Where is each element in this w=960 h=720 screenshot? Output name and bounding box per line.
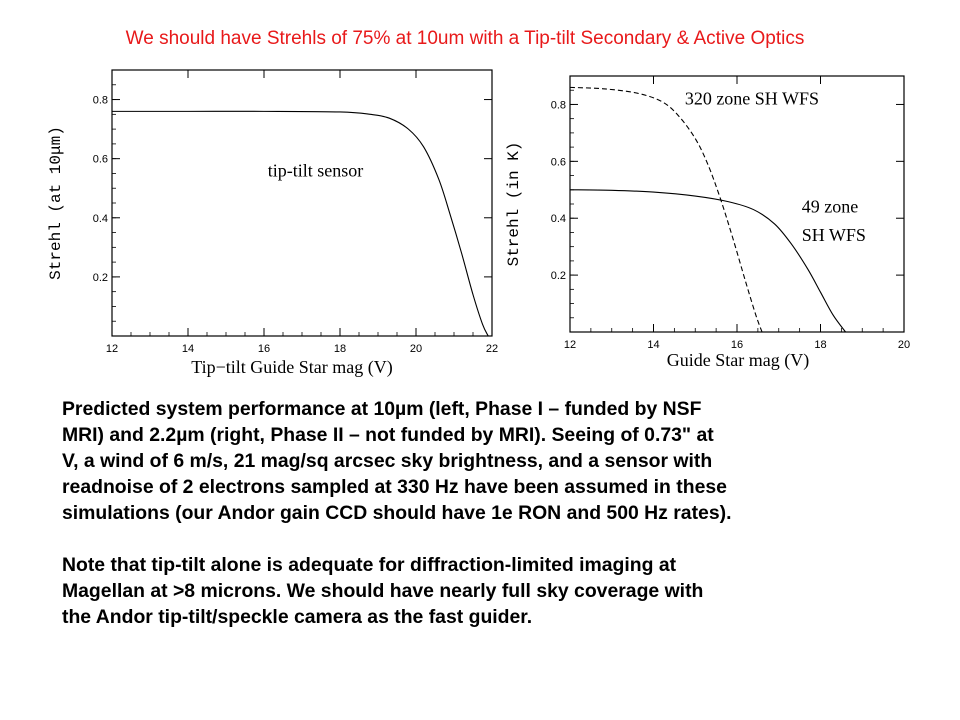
x-tick-label: 20 — [410, 343, 422, 355]
x-tick-label: 12 — [106, 343, 118, 355]
caption: Predicted system performance at 10µm (le… — [62, 396, 912, 630]
x-tick-label: 16 — [731, 339, 743, 351]
y-tick-label: 0.4 — [551, 213, 566, 225]
series-line-1 — [569, 189, 846, 333]
x-tick-label: 14 — [182, 343, 194, 355]
annotation: 320 zone SH WFS — [685, 88, 819, 108]
x-axis-label: Tip−tilt Guide Star mag (V) — [191, 357, 392, 378]
plot-frame — [111, 69, 493, 337]
y-tick-label: 0.6 — [93, 154, 108, 166]
y-tick-label: 0.4 — [93, 213, 108, 225]
x-tick-label: 14 — [647, 339, 659, 351]
y-tick-label: 0.8 — [551, 99, 566, 111]
caption-line: Predicted system performance at 10µm (le… — [62, 398, 702, 420]
series-line-0 — [569, 86, 763, 333]
caption-line: the Andor tip-tilt/speckle camera as the… — [62, 606, 533, 628]
y-tick-label: 0.6 — [551, 156, 566, 168]
y-tick-label: 0.8 — [93, 95, 108, 107]
annotation: tip-tilt sensor — [268, 160, 364, 180]
y-tick-label: 0.2 — [93, 272, 108, 284]
series-line-0 — [112, 110, 489, 337]
x-tick-label: 18 — [814, 339, 826, 351]
annotation: SH WFS — [802, 225, 866, 245]
strehl-k-chart: 12 14 16 18 20 0.2 0.4 0.6 0.8 320 zone SH WFS 49 … — [505, 75, 910, 371]
x-axis-label: Guide Star mag (V) — [667, 350, 809, 371]
y-axis-label: Strehl (at 10μm) — [47, 126, 65, 280]
x-tick-label: 18 — [334, 343, 346, 355]
x-tick-label: 12 — [564, 339, 576, 351]
caption-line: readnoise of 2 electrons sampled at 330 … — [62, 476, 727, 498]
annotation: 49 zone — [802, 197, 858, 217]
caption-line: Magellan at >8 microns. We should have n… — [62, 580, 704, 602]
y-tick-label: 0.2 — [551, 270, 566, 282]
y-axis-label: Strehl (in K) — [505, 142, 523, 267]
caption-line: simulations (our Andor gain CCD should h… — [62, 502, 732, 524]
x-tick-label: 20 — [898, 339, 910, 351]
caption-line: MRI) and 2.2µm (right, Phase II – not fu… — [62, 424, 714, 446]
caption-line: V, a wind of 6 m/s, 21 mag/sq arcsec sky… — [62, 450, 713, 472]
caption-line: Note that tip-tilt alone is adequate for… — [62, 554, 677, 576]
x-tick-label: 16 — [258, 343, 270, 355]
x-tick-label: 22 — [486, 343, 498, 355]
slide-title: We should have Strehls of 75% at 10um wi… — [125, 28, 805, 49]
